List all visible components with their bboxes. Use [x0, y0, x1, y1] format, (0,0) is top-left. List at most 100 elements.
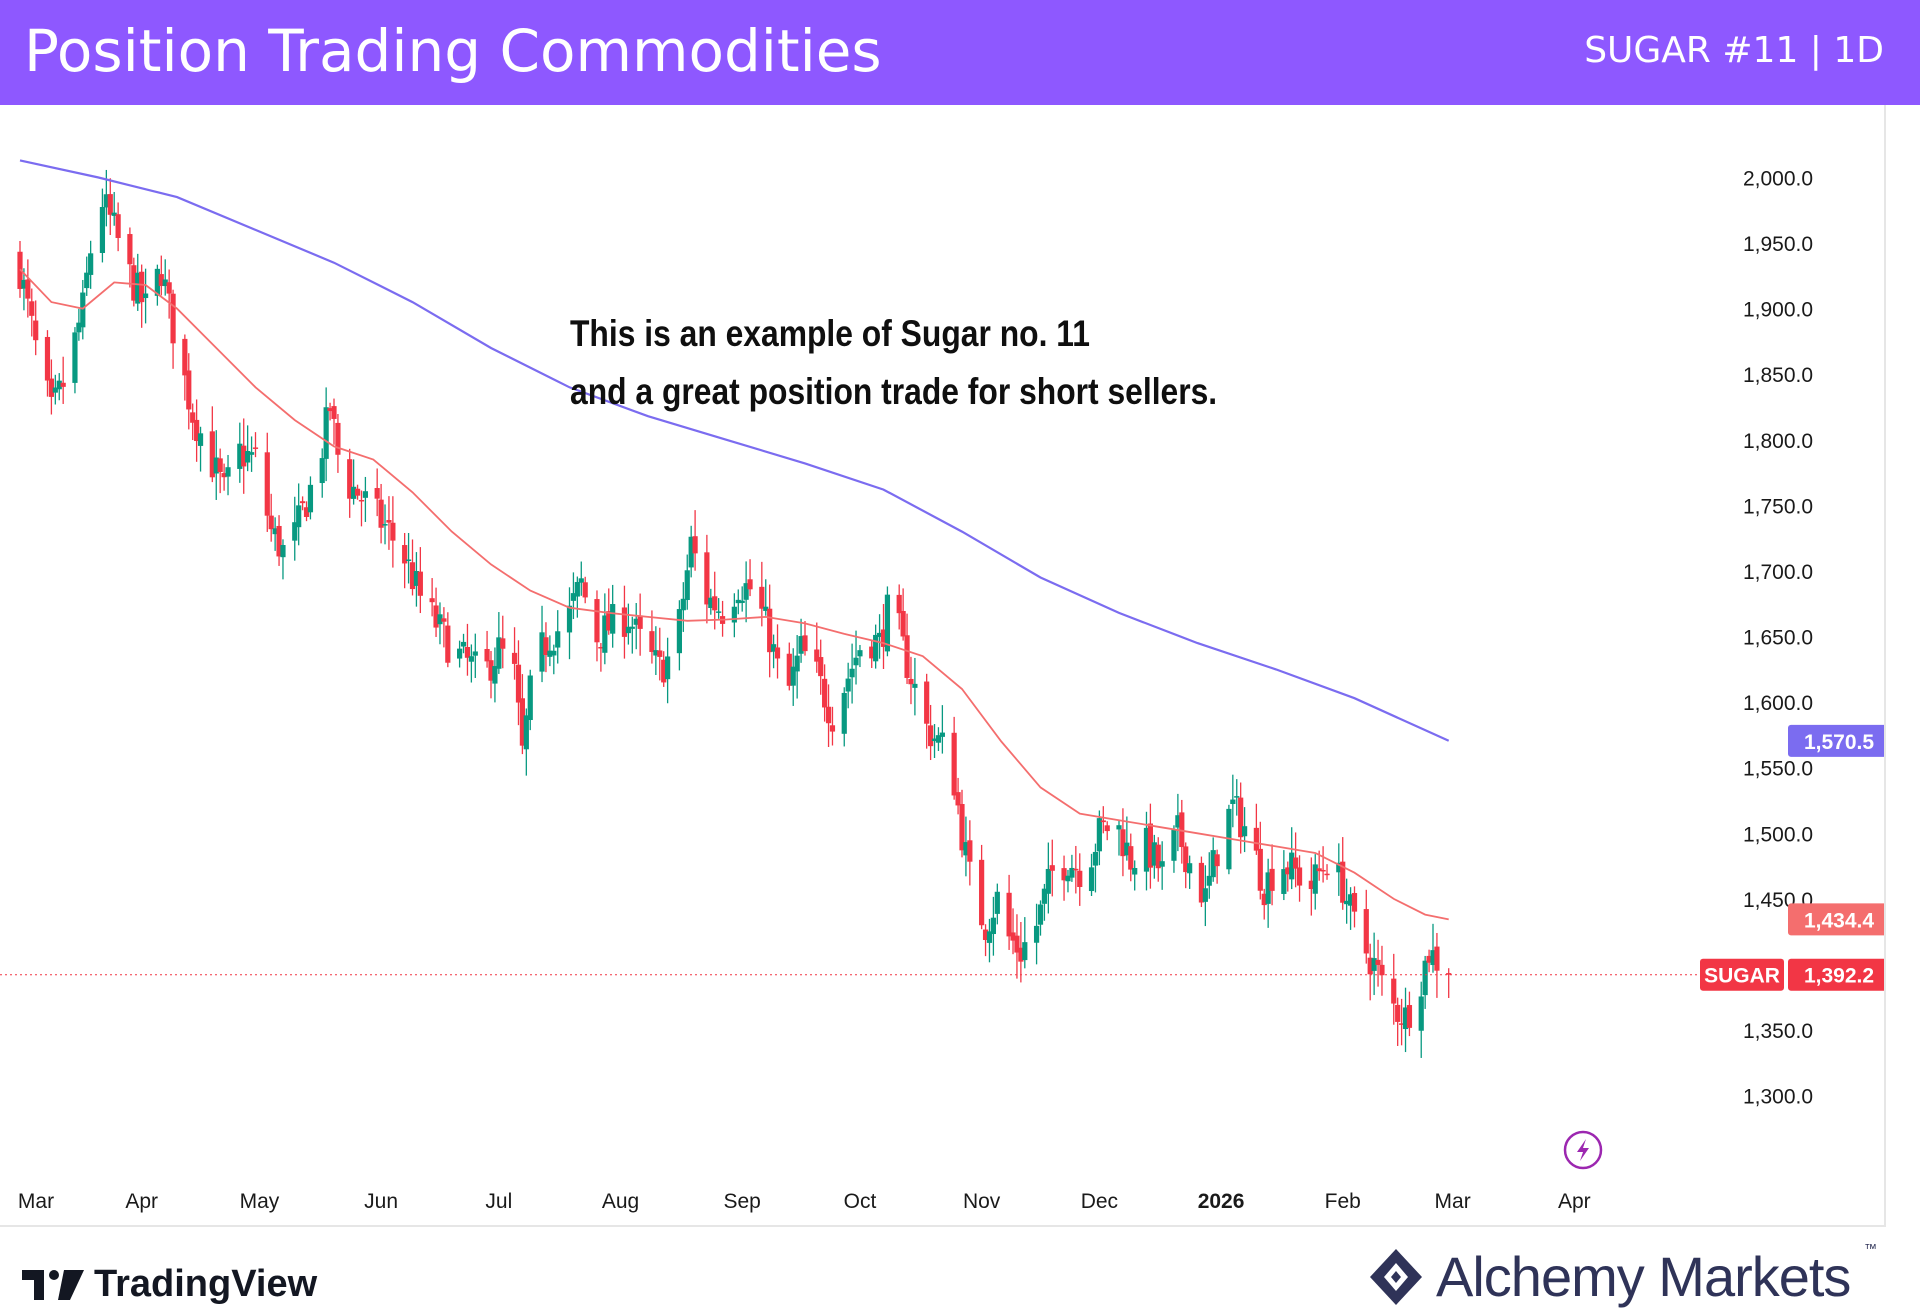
- x-tick-label: Dec: [1081, 1190, 1118, 1213]
- candle-down: [327, 408, 333, 412]
- candle-down: [1100, 820, 1106, 823]
- candle-down: [692, 536, 698, 554]
- candle-up: [986, 931, 993, 943]
- candle-down: [606, 611, 612, 631]
- candle-down: [814, 649, 820, 662]
- candle-down: [982, 929, 989, 940]
- candle-up: [743, 583, 749, 600]
- candle-up: [602, 615, 608, 653]
- candle-down: [264, 452, 270, 516]
- candle-down: [48, 378, 54, 397]
- candle-down: [221, 473, 227, 478]
- candle-up: [1344, 900, 1350, 905]
- candle-down: [1324, 873, 1330, 876]
- candle-down: [44, 336, 51, 381]
- candle-up: [912, 683, 918, 688]
- candle-up: [853, 657, 859, 666]
- x-tick-label: Apr: [125, 1190, 158, 1213]
- candle-down: [822, 678, 828, 708]
- chart-area[interactable]: 2,000.0 1,950.0 1,900.0 1,850.0 1,800.0 1,750…: [0, 105, 1886, 1227]
- candle-down: [25, 279, 31, 299]
- candle-up: [1069, 867, 1075, 878]
- candle-down: [519, 698, 525, 746]
- candle-down: [1399, 1023, 1405, 1025]
- candle-up: [1171, 829, 1177, 861]
- candle-up: [1265, 872, 1271, 904]
- candle-down: [441, 618, 447, 622]
- candle-up: [88, 253, 94, 275]
- candle-up: [841, 692, 847, 734]
- candle-up: [539, 632, 545, 672]
- candle-down: [390, 522, 396, 541]
- y-tick-label: 1,750.0: [1743, 495, 1813, 518]
- candle-up: [76, 322, 82, 333]
- candle-down: [582, 582, 588, 598]
- candle-up: [362, 491, 368, 498]
- candle-up: [460, 641, 467, 647]
- candle-down: [417, 571, 423, 596]
- candlestick-chart[interactable]: 2,000.0 1,950.0 1,900.0 1,850.0 1,800.0 1,750…: [0, 105, 1884, 1225]
- candle-down: [268, 515, 274, 530]
- candle-up: [323, 407, 329, 459]
- candle-up: [1402, 1007, 1409, 1030]
- banner-symbol: SUGAR #11 | 1D: [1584, 30, 1884, 71]
- tradingview-logo-icon: [22, 1270, 84, 1300]
- candle-down: [924, 681, 930, 724]
- candle-up: [1187, 863, 1193, 874]
- trademark-symbol: ™: [1864, 1241, 1877, 1256]
- y-tick-label: 2,000.0: [1743, 167, 1813, 190]
- candle-up: [1124, 842, 1130, 856]
- candle-up: [990, 917, 996, 935]
- candle-down: [335, 422, 341, 455]
- ma-slow-value-tag: 1,570.5: [1804, 731, 1874, 754]
- candle-down: [1077, 870, 1083, 888]
- candle-up: [708, 597, 714, 608]
- candle-up: [307, 484, 314, 513]
- candle-up: [629, 626, 635, 629]
- candle-up: [1242, 826, 1248, 837]
- candle-down: [637, 615, 643, 629]
- candle-down: [158, 274, 164, 286]
- candle-down: [500, 638, 506, 649]
- candle-up: [56, 380, 62, 390]
- candle-up: [1312, 864, 1318, 894]
- candle-down: [402, 545, 408, 564]
- candle-down: [951, 732, 957, 796]
- y-tick-label: 1,950.0: [1743, 233, 1813, 256]
- candle-up: [1234, 796, 1240, 798]
- candle-up: [21, 279, 27, 289]
- candle-down: [818, 657, 824, 677]
- candle-down: [1296, 867, 1303, 886]
- candle-down: [409, 562, 416, 590]
- candle-up: [382, 524, 388, 526]
- candle-down: [928, 725, 934, 747]
- candle-up: [570, 593, 577, 601]
- ma-fast-value-tag-bg: [1788, 903, 1884, 936]
- candle-down: [1010, 932, 1016, 941]
- candle-up: [52, 387, 58, 393]
- last-price-tag-bg: [1788, 958, 1884, 991]
- candle-down: [300, 501, 306, 504]
- candle-up: [135, 272, 141, 304]
- candle-up: [684, 570, 690, 601]
- candle-down: [1147, 823, 1153, 868]
- y-tick-label: 1,300.0: [1743, 1086, 1813, 1109]
- candle-down: [908, 678, 914, 685]
- candle-up: [319, 458, 325, 484]
- candle-down: [598, 646, 604, 649]
- candle-up: [162, 279, 168, 287]
- y-tick-label: 1,900.0: [1743, 299, 1813, 322]
- candle-up: [939, 732, 945, 737]
- candle-down: [347, 459, 353, 499]
- y-tick-label: 1,500.0: [1743, 823, 1813, 846]
- candle-down: [900, 610, 906, 637]
- candle-down: [1379, 964, 1385, 976]
- candle-down: [1198, 862, 1205, 903]
- candle-up: [1210, 850, 1216, 878]
- candle-down: [464, 646, 471, 658]
- candle-down: [107, 194, 113, 215]
- moving-average-slow: [19, 159, 1450, 742]
- candle-down: [433, 605, 439, 628]
- last-price-tag: 1,392.2: [1804, 965, 1874, 988]
- candle-down: [1406, 1005, 1413, 1028]
